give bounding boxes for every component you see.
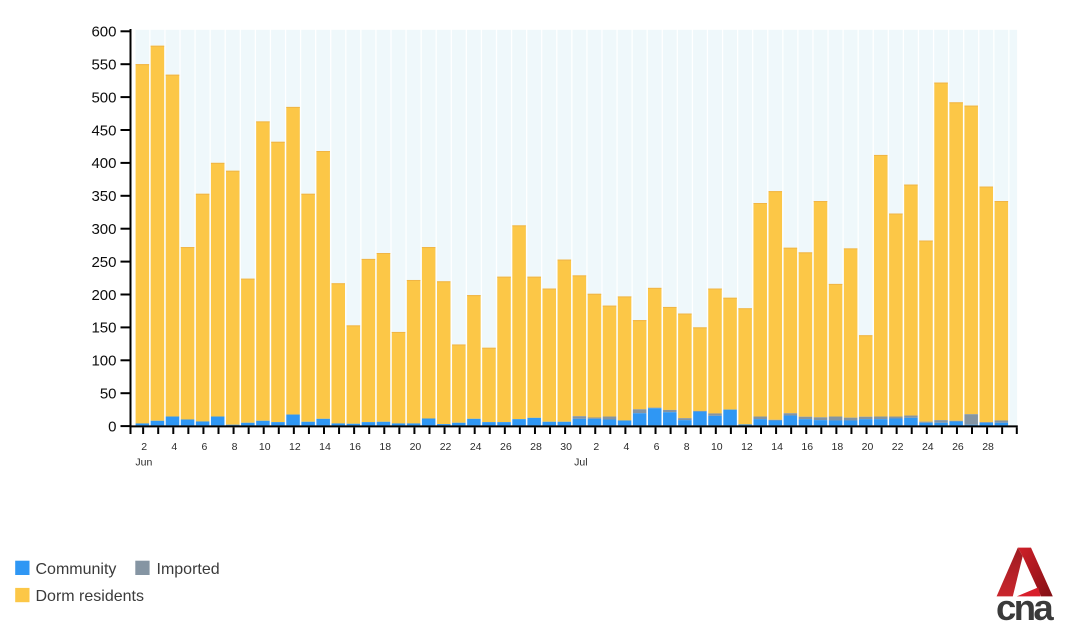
svg-text:18: 18 (379, 441, 391, 453)
svg-text:100: 100 (91, 353, 116, 370)
svg-text:150: 150 (91, 320, 116, 337)
svg-text:22: 22 (892, 441, 904, 453)
svg-text:24: 24 (922, 441, 934, 453)
svg-text:500: 500 (91, 89, 116, 106)
svg-text:20: 20 (862, 441, 874, 453)
svg-text:24: 24 (470, 441, 482, 453)
svg-text:Dorm residents: Dorm residents (36, 588, 144, 605)
svg-text:20: 20 (410, 441, 422, 453)
svg-text:4: 4 (623, 441, 629, 453)
svg-text:550: 550 (91, 57, 116, 74)
svg-text:Imported: Imported (157, 561, 220, 578)
svg-text:26: 26 (500, 441, 512, 453)
svg-text:600: 600 (91, 24, 116, 41)
svg-text:2: 2 (593, 441, 599, 453)
svg-text:6: 6 (654, 441, 660, 453)
svg-text:8: 8 (232, 441, 238, 453)
svg-text:2: 2 (141, 441, 147, 453)
svg-text:8: 8 (684, 441, 690, 453)
svg-text:22: 22 (440, 441, 452, 453)
svg-text:Jul: Jul (574, 457, 587, 469)
svg-text:cna: cna (996, 587, 1054, 628)
svg-text:30: 30 (560, 441, 572, 453)
svg-text:10: 10 (259, 441, 271, 453)
svg-text:450: 450 (91, 122, 116, 139)
svg-text:14: 14 (771, 441, 783, 453)
svg-text:400: 400 (91, 155, 116, 172)
svg-text:Community: Community (36, 561, 117, 578)
svg-text:16: 16 (801, 441, 813, 453)
svg-text:50: 50 (100, 386, 117, 403)
svg-text:200: 200 (91, 287, 116, 304)
svg-text:28: 28 (982, 441, 994, 453)
svg-text:18: 18 (832, 441, 844, 453)
svg-text:16: 16 (349, 441, 361, 453)
svg-text:12: 12 (741, 441, 753, 453)
svg-text:250: 250 (91, 254, 116, 271)
svg-text:350: 350 (91, 188, 116, 205)
svg-text:Jun: Jun (135, 457, 152, 469)
svg-text:28: 28 (530, 441, 542, 453)
svg-text:26: 26 (952, 441, 964, 453)
svg-text:300: 300 (91, 221, 116, 238)
svg-text:14: 14 (319, 441, 331, 453)
svg-text:12: 12 (289, 441, 301, 453)
svg-text:4: 4 (171, 441, 177, 453)
svg-text:10: 10 (711, 441, 723, 453)
svg-text:0: 0 (108, 418, 116, 435)
svg-text:6: 6 (202, 441, 208, 453)
